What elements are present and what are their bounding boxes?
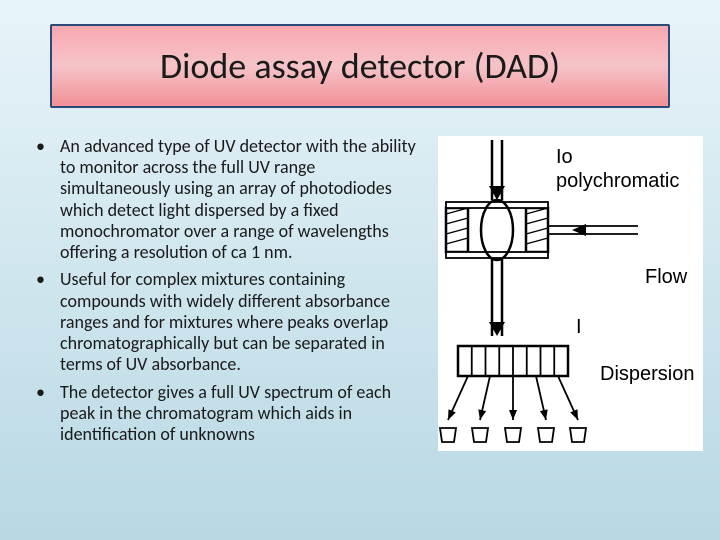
label-disp: Dispersion (600, 363, 694, 386)
label-poly: polychromatic (556, 170, 679, 193)
label-flow: Flow (645, 266, 687, 289)
bullet-item: An advanced type of UV detector with the… (18, 136, 428, 263)
bullet-item: Useful for complex mixtures containing c… (18, 269, 428, 375)
bullet-list: An advanced type of UV detector with the… (18, 136, 428, 451)
dad-schematic: Io polychromatic Flow I Dispersion (438, 136, 703, 451)
bullet-item: The detector gives a full UV spectrum of… (18, 382, 428, 446)
label-io: Io (556, 146, 573, 169)
title-box: Diode assay detector (DAD) (50, 24, 670, 108)
content-row: An advanced type of UV detector with the… (18, 136, 702, 451)
slide-title: Diode assay detector (DAD) (62, 44, 658, 88)
label-i: I (576, 316, 582, 339)
